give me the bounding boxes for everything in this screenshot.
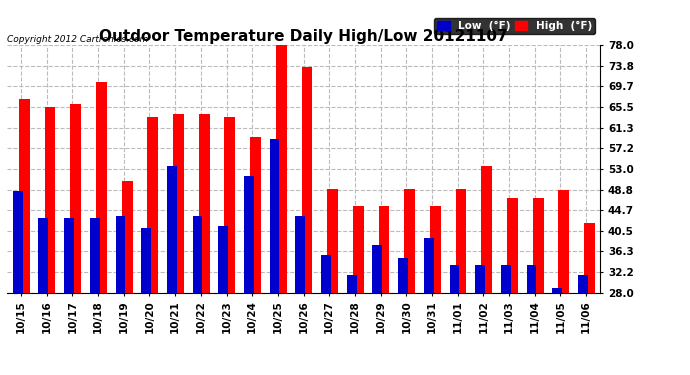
Bar	[373, 246, 382, 292]
Bar	[475, 265, 485, 292]
Title: Outdoor Temperature Daily High/Low 20121107: Outdoor Temperature Daily High/Low 20121…	[99, 29, 508, 44]
Bar	[584, 223, 595, 292]
Bar	[482, 166, 492, 292]
Bar	[347, 275, 357, 292]
Bar	[90, 218, 99, 292]
Bar	[507, 198, 518, 292]
Bar	[250, 136, 261, 292]
Bar	[379, 206, 389, 292]
Bar	[327, 189, 338, 292]
Bar	[302, 67, 313, 292]
Bar	[552, 288, 562, 292]
Bar	[45, 107, 55, 292]
Bar	[398, 258, 408, 292]
Bar	[193, 216, 202, 292]
Bar	[270, 139, 279, 292]
Bar	[218, 226, 228, 292]
Bar	[244, 176, 254, 292]
Bar	[295, 216, 305, 292]
Bar	[449, 265, 460, 292]
Bar	[96, 82, 107, 292]
Bar	[353, 206, 364, 292]
Legend: Low  (°F), High  (°F): Low (°F), High (°F)	[434, 18, 595, 34]
Bar	[526, 265, 536, 292]
Bar	[430, 206, 441, 292]
Bar	[404, 189, 415, 292]
Bar	[64, 218, 74, 292]
Bar	[173, 114, 184, 292]
Bar	[70, 104, 81, 292]
Bar	[224, 117, 235, 292]
Bar	[148, 117, 158, 292]
Bar	[121, 181, 132, 292]
Bar	[199, 114, 210, 292]
Bar	[276, 45, 286, 292]
Bar	[321, 255, 331, 292]
Bar	[424, 238, 433, 292]
Bar	[578, 275, 588, 292]
Bar	[141, 228, 151, 292]
Bar	[558, 189, 569, 292]
Bar	[167, 166, 177, 292]
Bar	[19, 99, 30, 292]
Bar	[455, 189, 466, 292]
Bar	[13, 191, 23, 292]
Text: Copyright 2012 Cartronics.com: Copyright 2012 Cartronics.com	[7, 35, 148, 44]
Bar	[533, 198, 544, 292]
Bar	[115, 216, 126, 292]
Bar	[501, 265, 511, 292]
Bar	[39, 218, 48, 292]
